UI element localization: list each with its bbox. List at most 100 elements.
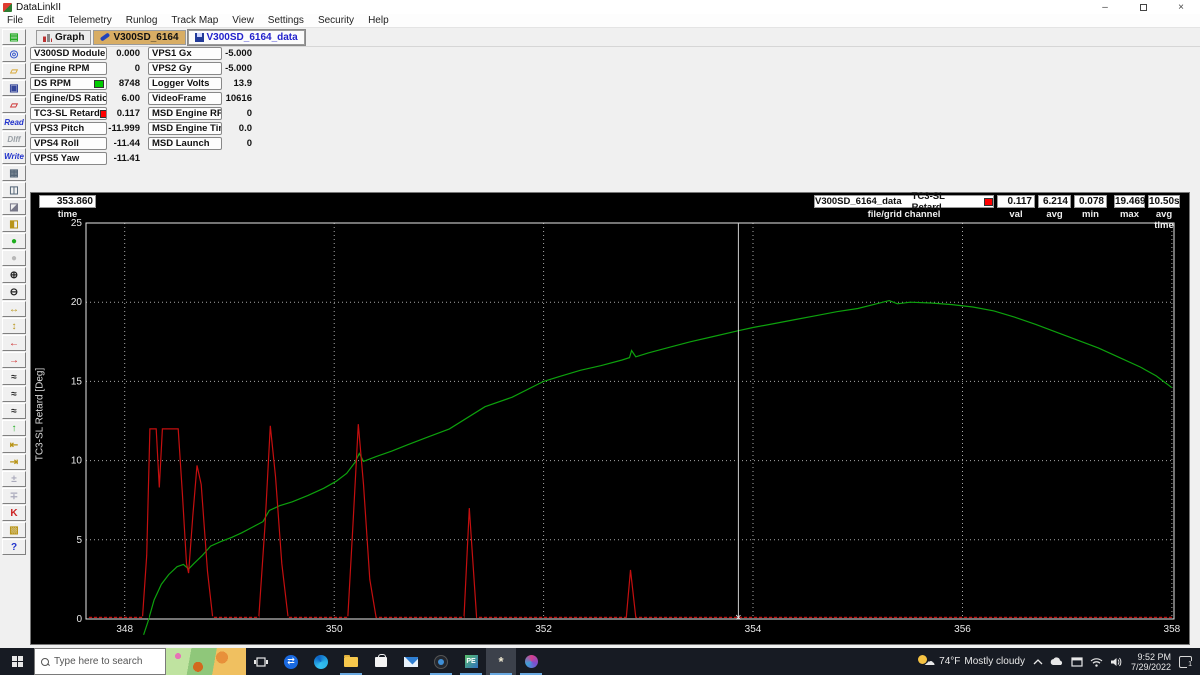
diff-button[interactable]: DIff: [2, 131, 26, 147]
map-chart-icon[interactable]: ▧: [2, 522, 26, 538]
gray-light-icon-glyph: ●: [10, 252, 18, 264]
tab-graph[interactable]: Graph: [36, 29, 92, 45]
gray-light-icon[interactable]: ●: [2, 250, 26, 266]
max-marker-icon[interactable]: ≈: [2, 386, 26, 402]
cursor-time-label: time: [57, 209, 78, 220]
channel-button-engine-rpm[interactable]: Engine RPM: [30, 62, 107, 75]
stat-min: 0.078: [1074, 195, 1107, 208]
capture-button[interactable]: [426, 648, 456, 675]
channel-name: TC3-SL Retard: [911, 190, 945, 213]
pane-layout-icon[interactable]: ◧: [2, 216, 26, 232]
zoom-in-icon-glyph: ⊕: [9, 269, 19, 281]
shift-left-icon[interactable]: ←: [2, 335, 26, 351]
task-view-button[interactable]: [246, 648, 276, 675]
channel-button-vps3-pitch[interactable]: VPS3 Pitch: [30, 122, 107, 135]
write-button[interactable]: Write: [2, 148, 26, 164]
copy-icon[interactable]: ◫: [2, 182, 26, 198]
weather-widget[interactable]: ☁ 74°F Mostly cloudy: [917, 655, 1025, 668]
menu-settings[interactable]: Settings: [267, 15, 304, 26]
svg-text:5: 5: [76, 535, 82, 546]
shift-right-icon[interactable]: →: [2, 352, 26, 368]
teamviewer-icon: ⇄: [284, 654, 298, 669]
start-button[interactable]: [0, 648, 34, 675]
news-interests-image[interactable]: [166, 648, 246, 675]
teamviewer-button[interactable]: ⇄: [276, 648, 306, 675]
edge-button[interactable]: [306, 648, 336, 675]
menu-security[interactable]: Security: [317, 15, 355, 26]
clock[interactable]: 9:52 PM 7/29/2022: [1131, 652, 1171, 672]
tab-config[interactable]: V300SD_6164: [93, 29, 186, 45]
menu-help[interactable]: Help: [368, 15, 389, 26]
window-app-icon[interactable]: [1071, 656, 1083, 667]
pan-right-icon[interactable]: ⇥: [2, 454, 26, 470]
stat-label-avg-time: avg time: [1154, 209, 1174, 231]
file-channel-box[interactable]: V300SD_6164_data TC3-SL Retard: [814, 191, 994, 213]
read-button[interactable]: Read: [2, 114, 26, 130]
tray-chevron-icon[interactable]: [1033, 658, 1043, 666]
channel-button-ds-rpm[interactable]: DS RPM: [30, 77, 107, 90]
channel-value: 10616: [225, 93, 252, 104]
erase-icon[interactable]: ◪: [2, 199, 26, 215]
channel-button-logger-volts[interactable]: Logger Volts: [148, 77, 222, 90]
new-file-icon[interactable]: ▤: [2, 29, 26, 45]
channel-button-vps5-yaw[interactable]: VPS5 Yaw: [30, 152, 107, 165]
store-icon: [375, 653, 387, 667]
channel-value: -5.000: [225, 63, 252, 74]
close-button[interactable]: ×: [1178, 1, 1184, 13]
taskbar-apps: ⇄ PE *: [246, 648, 546, 675]
print-icon[interactable]: ▦: [2, 165, 26, 181]
track-map-icon[interactable]: ◎: [2, 46, 26, 62]
restore-button[interactable]: [1124, 0, 1162, 14]
full-scale-icon[interactable]: ↔: [2, 301, 26, 317]
channel-button-v300sd-module[interactable]: V300SD Module: [30, 47, 107, 60]
zoom-box-plus-icon[interactable]: ±: [2, 471, 26, 487]
runlog-k-icon[interactable]: K: [2, 505, 26, 521]
channel-button-tc3-sl-retard[interactable]: TC3-SL Retard: [30, 107, 107, 120]
open-run-icon[interactable]: ▱: [2, 97, 26, 113]
open-file-icon[interactable]: ▱: [2, 63, 26, 79]
minimize-button[interactable]: –: [1102, 1, 1108, 13]
avg-marker-icon[interactable]: ≈: [2, 403, 26, 419]
file-explorer-button[interactable]: [336, 648, 366, 675]
channel-button-msd-engine-timing[interactable]: MSD Engine Timing: [148, 122, 222, 135]
save-icon[interactable]: ▣: [2, 80, 26, 96]
channel-value: 0: [246, 108, 252, 119]
help-icon[interactable]: ?: [2, 539, 26, 555]
paint-button[interactable]: [516, 648, 546, 675]
tab-data[interactable]: V300SD_6164_data: [187, 29, 305, 45]
store-button[interactable]: [366, 648, 396, 675]
zoom-box-minus-icon[interactable]: ∓: [2, 488, 26, 504]
menu-edit[interactable]: Edit: [37, 15, 55, 26]
menu-file[interactable]: File: [7, 15, 24, 26]
min-marker-icon[interactable]: ≈: [2, 369, 26, 385]
datalink-button[interactable]: *: [486, 648, 516, 675]
channel-button-engine-ds-ratio[interactable]: Engine/DS Ratio: [30, 92, 107, 105]
pe-button[interactable]: PE: [456, 648, 486, 675]
wifi-icon[interactable]: [1090, 657, 1103, 667]
auto-scale-icon[interactable]: ↕: [2, 318, 26, 334]
channel-button-videoframe[interactable]: VideoFrame: [148, 92, 222, 105]
graph-plot[interactable]: 348 350 352 354 356 358 0 5 10 15 20 25 ×: [31, 193, 1191, 646]
channel-button-vps1-gx[interactable]: VPS1 Gx: [148, 47, 222, 60]
zoom-in-icon[interactable]: ⊕: [2, 267, 26, 283]
channel-button-vps4-roll[interactable]: VPS4 Roll: [30, 137, 107, 150]
channel-button-msd-engine-rpm[interactable]: MSD Engine RPM: [148, 107, 222, 120]
green-light-icon[interactable]: ●: [2, 233, 26, 249]
menu-view[interactable]: View: [232, 15, 254, 26]
zoom-out-icon[interactable]: ⊖: [2, 284, 26, 300]
mail-button[interactable]: [396, 648, 426, 675]
channel-swatch: [99, 109, 106, 118]
channel-column-left: V300SD Module 0.000 Engine RPM 0 DS RPM 8748 E…: [30, 47, 140, 167]
menu-telemetry[interactable]: Telemetry: [68, 15, 112, 26]
notification-center-icon[interactable]: 1: [1179, 655, 1192, 668]
onedrive-cloud-icon[interactable]: [1050, 656, 1064, 667]
running-indicator: [340, 673, 362, 675]
menu-track-map[interactable]: Track Map: [171, 15, 219, 26]
channel-button-vps2-gy[interactable]: VPS2 Gy: [148, 62, 222, 75]
search-input[interactable]: Type here to search: [34, 648, 166, 675]
upload-icon[interactable]: ↑: [2, 420, 26, 436]
menu-runlog[interactable]: Runlog: [125, 15, 158, 26]
pan-left-icon[interactable]: ⇤: [2, 437, 26, 453]
channel-button-msd-launch[interactable]: MSD Launch: [148, 137, 222, 150]
volume-icon[interactable]: [1110, 657, 1123, 667]
